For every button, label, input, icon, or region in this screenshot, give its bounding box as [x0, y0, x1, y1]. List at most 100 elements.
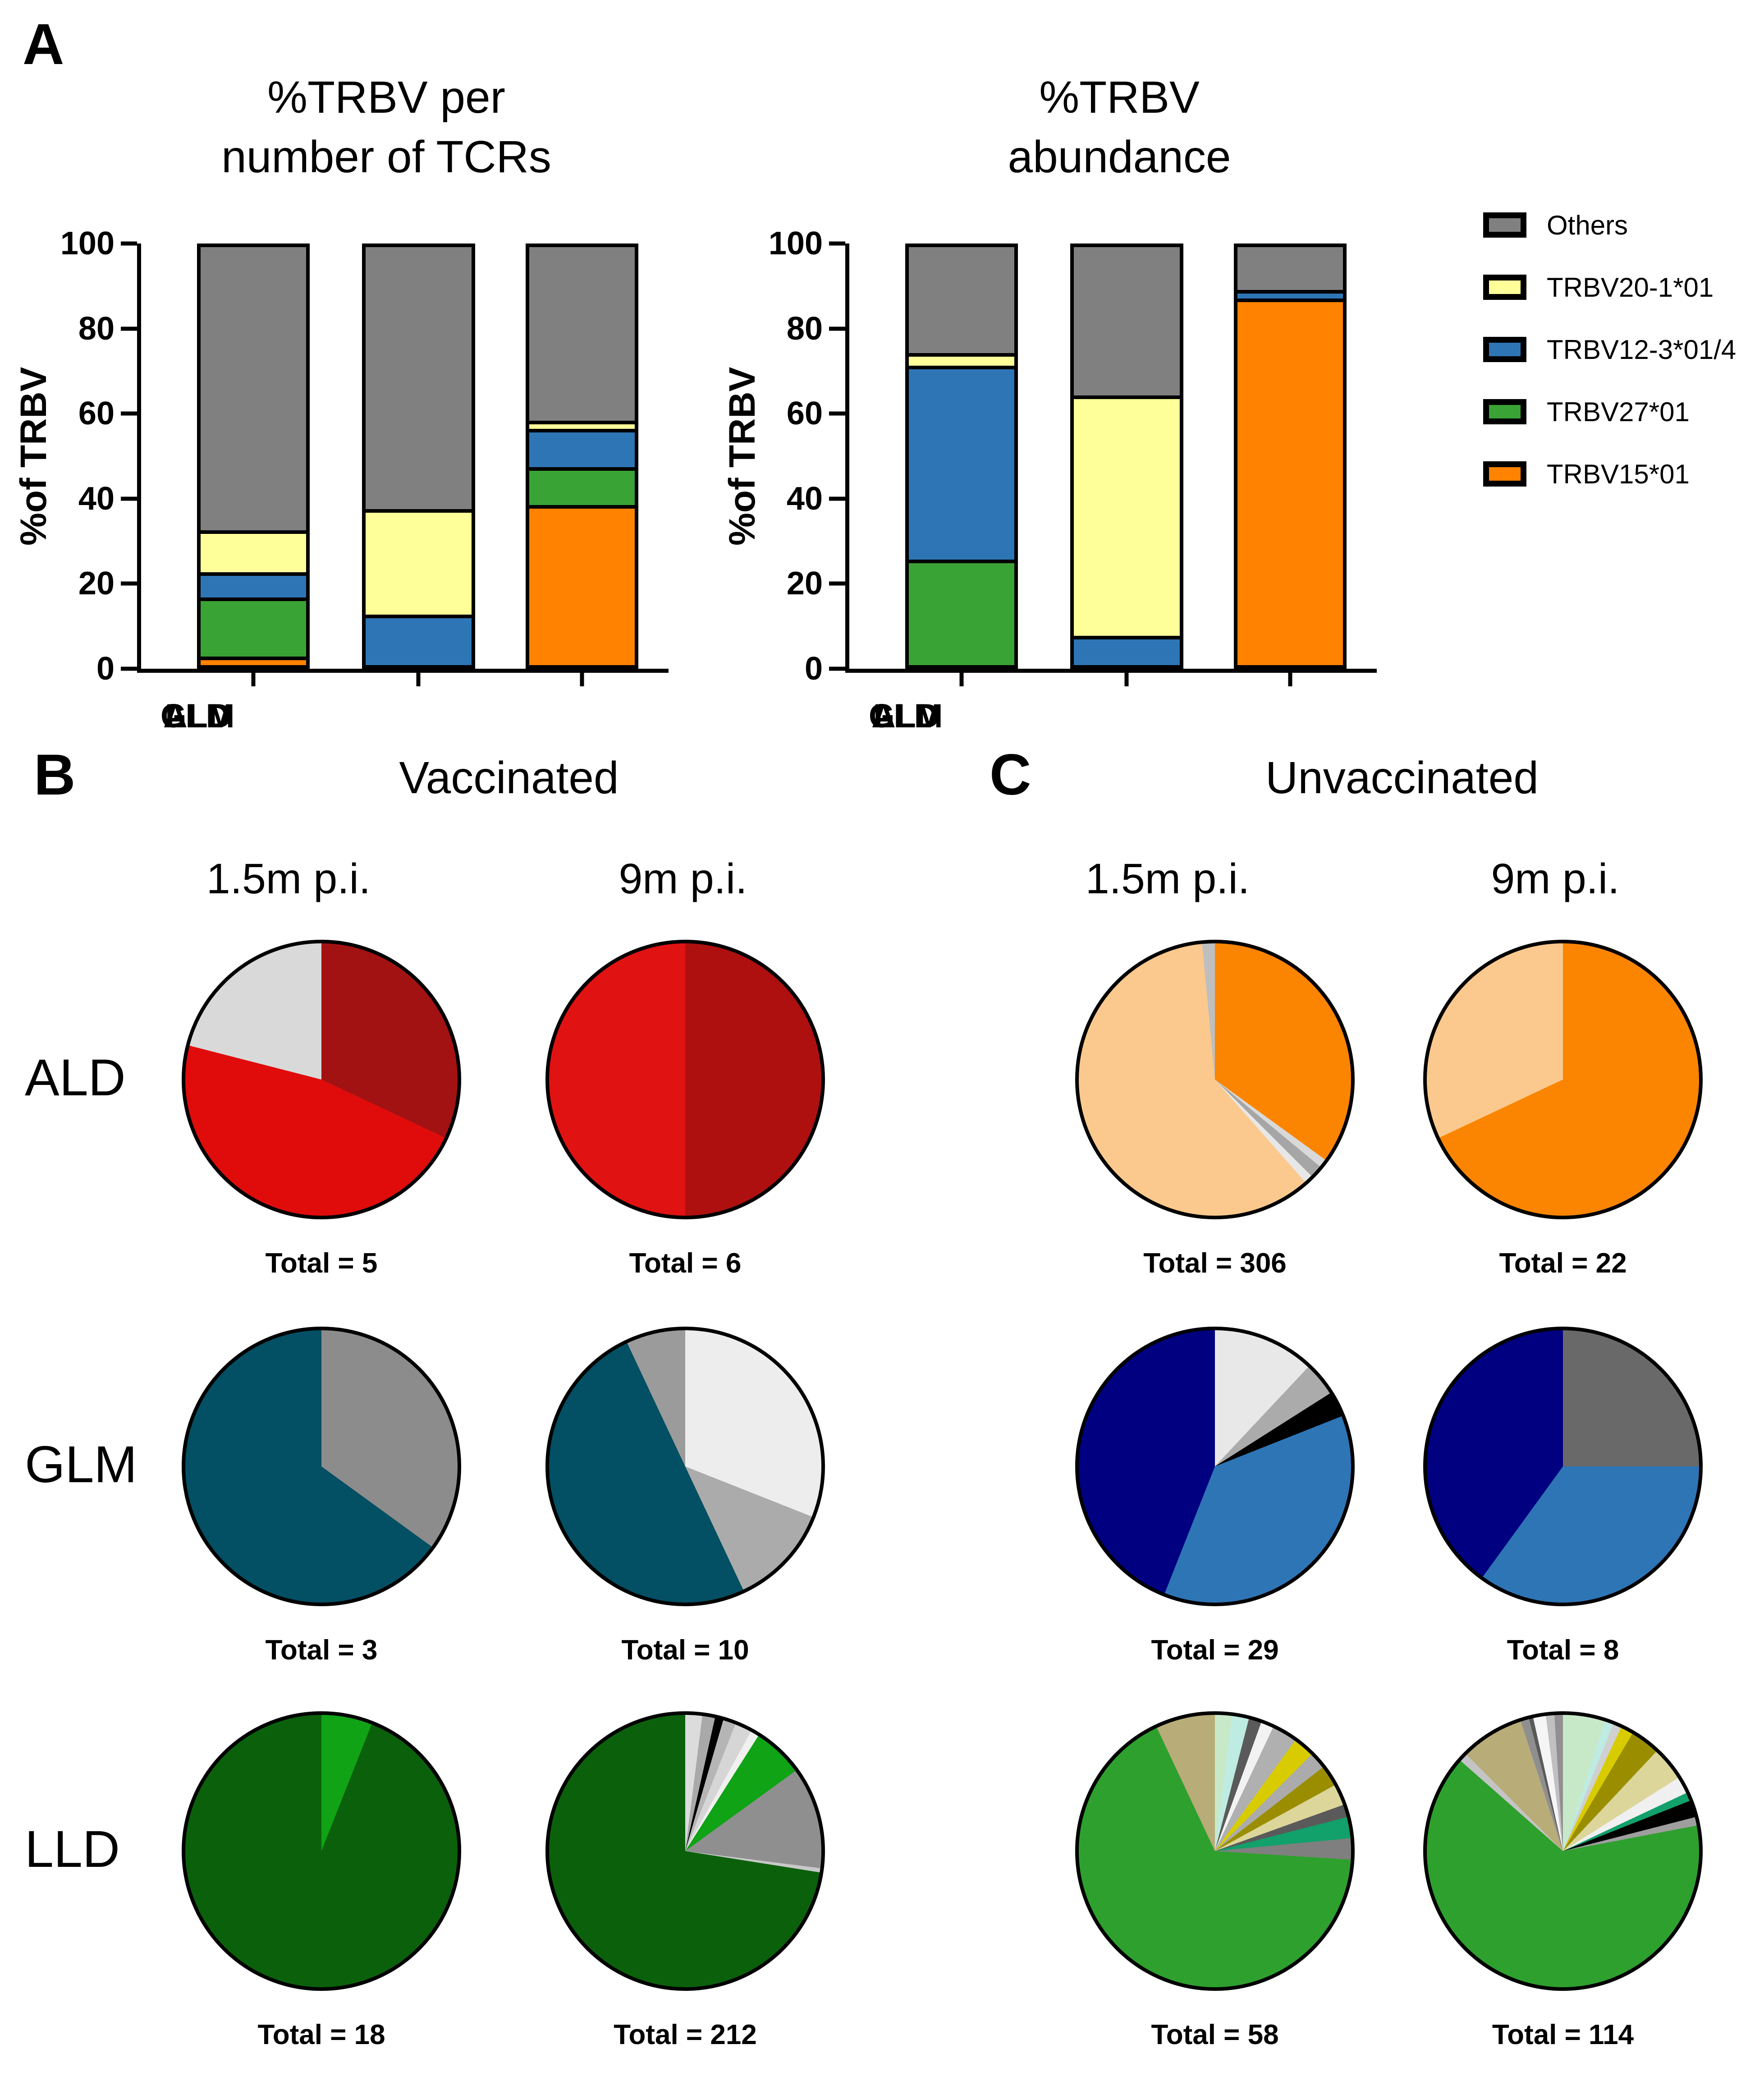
- bar-chart-tcr-plot-area: ALD GLM LLD: [137, 244, 669, 735]
- y-tick-label: 40: [786, 480, 823, 517]
- pie-unvaccinated-glm-1-5m: [1075, 1327, 1355, 1606]
- total-unvaccinated-glm-9m: Total = 8: [1507, 1635, 1619, 1666]
- y-tick-mark: [121, 241, 137, 246]
- bar-segment: [527, 422, 637, 431]
- bar-chart-abundance-y-axis-label: %of TRBV: [722, 367, 763, 546]
- stacked-bar-glm: [362, 244, 475, 669]
- panel-b-title: Vaccinated: [399, 753, 619, 803]
- bar-segment: [364, 245, 473, 511]
- bar-segment: [1072, 397, 1182, 638]
- legend-item-trbv12-3: TRBV12-3*01/4: [1483, 334, 1764, 365]
- total-vaccinated-glm-9m: Total = 10: [621, 1635, 749, 1666]
- pie-vaccinated-ald-9m: [545, 940, 825, 1219]
- y-tick-label: 0: [96, 651, 115, 687]
- x-category-label: LLD: [165, 697, 230, 735]
- bar-segment: [1235, 291, 1345, 300]
- panel-b-col-header-1-5m: 1.5m p.i.: [206, 855, 371, 903]
- row-label-glm: GLM: [25, 1436, 137, 1493]
- pie-cell-unvaccinated-lld-9m: Total = 114: [1414, 1711, 1712, 2051]
- panel-b-letter: B: [34, 743, 76, 807]
- legend-swatch-others: [1483, 212, 1526, 238]
- total-unvaccinated-lld-1-5m: Total = 58: [1151, 2019, 1279, 2050]
- legend-label-others: Others: [1547, 210, 1628, 240]
- legend-label-trbv12-3: TRBV12-3*01/4: [1547, 334, 1737, 365]
- pie-unvaccinated-lld-9m: [1423, 1711, 1703, 1991]
- stacked-bar-lld: [1233, 244, 1347, 669]
- bar-chart-abundance-plot-area: ALD GLM LLD: [845, 244, 1377, 735]
- bar-segment: [1235, 245, 1345, 292]
- legend-swatch-trbv12-3: [1483, 337, 1526, 362]
- total-vaccinated-glm-1-5m: Total = 3: [265, 1635, 378, 1666]
- panel-c-col-header-9m: 9m p.i.: [1491, 855, 1620, 903]
- pie-cell-unvaccinated-ald-1-5m: Total = 306: [1066, 940, 1364, 1279]
- y-tick-label: 80: [78, 310, 115, 347]
- row-label-ald: ALD: [25, 1049, 126, 1107]
- total-vaccinated-ald-1-5m: Total = 5: [265, 1248, 378, 1279]
- bar-segment: [1072, 637, 1182, 667]
- bar-segment: [907, 355, 1017, 368]
- row-label-lld: LLD: [25, 1820, 120, 1878]
- y-tick-mark: [121, 411, 137, 416]
- bar-segment: [907, 245, 1017, 355]
- bar-segment: [907, 561, 1017, 667]
- pie-cell-vaccinated-lld-1-5m: Total = 18: [173, 1711, 470, 2051]
- legend-label-trbv27: TRBV27*01: [1547, 396, 1690, 427]
- legend-label-trbv15: TRBV15*01: [1547, 459, 1690, 489]
- bar-segment: [364, 511, 473, 616]
- bar-chart-abundance-title: %TRBV abundance: [894, 68, 1345, 187]
- panel-c-letter: C: [990, 743, 1031, 807]
- bar-chart-tcr-y-axis-label: %of TRBV: [13, 367, 54, 546]
- y-tick-mark: [829, 496, 845, 501]
- bar-segment: [1072, 245, 1182, 397]
- pie-cell-vaccinated-glm-9m: Total = 10: [536, 1327, 834, 1666]
- legend-item-others: Others: [1483, 210, 1764, 240]
- bar-segment: [1235, 300, 1345, 667]
- y-tick-label: 20: [78, 565, 115, 602]
- total-vaccinated-lld-1-5m: Total = 18: [257, 2019, 385, 2050]
- bar-chart-tcr-title-line1: %TRBV per: [267, 72, 505, 123]
- y-tick-label: 100: [60, 225, 115, 262]
- bar-segment: [527, 431, 637, 469]
- y-tick-mark: [829, 411, 845, 416]
- bar-segment: [527, 506, 637, 667]
- pie-vaccinated-ald-1-5m: [182, 940, 461, 1219]
- total-unvaccinated-ald-1-5m: Total = 306: [1143, 1248, 1287, 1279]
- y-tick-label: 40: [78, 480, 115, 517]
- bar-chart-abundance-y-ticks: 0 20 40 60 80 100: [767, 225, 845, 687]
- y-tick-mark: [121, 496, 137, 501]
- bar-segment: [527, 469, 637, 507]
- pie-unvaccinated-lld-1-5m: [1075, 1711, 1355, 1991]
- bar-segment: [199, 574, 308, 600]
- y-tick-label: 60: [786, 395, 823, 432]
- bar-segment: [199, 532, 308, 574]
- y-tick-label: 60: [78, 395, 115, 432]
- pie-vaccinated-glm-9m: [545, 1327, 825, 1606]
- total-vaccinated-lld-9m: Total = 212: [614, 2019, 757, 2050]
- y-tick-label: 20: [786, 565, 823, 602]
- y-tick-mark: [829, 666, 845, 671]
- y-tick-label: 100: [768, 225, 823, 262]
- legend-item-trbv15: TRBV15*01: [1483, 459, 1764, 489]
- legend-item-trbv20-1: TRBV20-1*01: [1483, 272, 1764, 303]
- legend-swatch-trbv20-1: [1483, 275, 1526, 300]
- y-tick-mark: [829, 326, 845, 331]
- bar-chart-abundance-title-line2: abundance: [1008, 132, 1231, 182]
- stacked-bar-glm: [1070, 244, 1183, 669]
- x-category-label: ALD: [871, 697, 940, 735]
- bar-chart-tcr-y-ticks: 0 20 40 60 80 100: [59, 225, 137, 687]
- bar-segment: [907, 368, 1017, 562]
- pie-unvaccinated-ald-1-5m: [1075, 940, 1355, 1219]
- y-tick-mark: [829, 581, 845, 586]
- pie-unvaccinated-glm-9m: [1423, 1327, 1703, 1606]
- y-tick-mark: [121, 326, 137, 331]
- legend-label-trbv20-1: TRBV20-1*01: [1547, 272, 1714, 303]
- panel-c-title: Unvaccinated: [1265, 753, 1539, 803]
- total-unvaccinated-ald-9m: Total = 22: [1499, 1248, 1627, 1279]
- x-category-label: GLM: [160, 697, 235, 735]
- pie-cell-unvaccinated-ald-9m: Total = 22: [1414, 940, 1712, 1279]
- y-tick-mark: [829, 241, 845, 246]
- x-category-label: LLD: [873, 697, 939, 735]
- bar-segment: [199, 599, 308, 659]
- pie-cell-unvaccinated-lld-1-5m: Total = 58: [1066, 1711, 1364, 2051]
